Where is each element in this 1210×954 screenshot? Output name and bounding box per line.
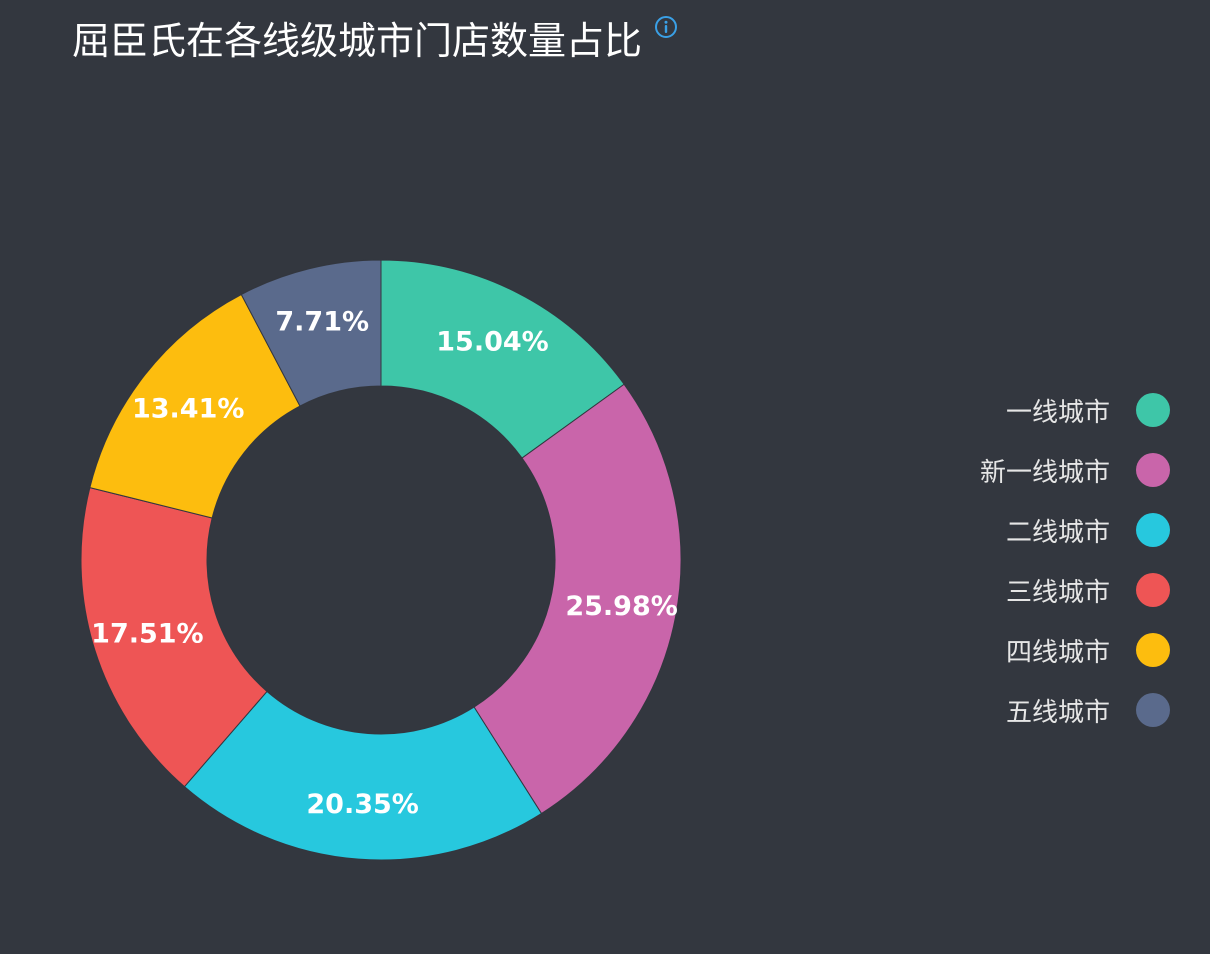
info-icon[interactable] — [654, 15, 678, 39]
legend-label: 三线城市 — [1005, 577, 1110, 608]
legend-label: 四线城市 — [1005, 637, 1110, 668]
legend-dot-icon — [1136, 513, 1170, 547]
legend-item-6[interactable]: 五线城市 — [850, 680, 1170, 740]
legend-item-5[interactable]: 四线城市 — [850, 620, 1170, 680]
legend-dot-icon — [1136, 633, 1170, 667]
slice-6[interactable] — [240, 259, 382, 407]
legend-label: 五线城市 — [1005, 697, 1110, 728]
legend-item-4[interactable]: 三线城市 — [850, 560, 1170, 620]
legend-label: 二线城市 — [1005, 517, 1110, 548]
slice-label-4: 17.51% — [91, 618, 203, 649]
slice-label-6: 7.71% — [275, 307, 369, 338]
chart-title: 屈臣氏在各线级城市门店数量占比 — [72, 19, 643, 63]
legend-item-3[interactable]: 二线城市 — [850, 500, 1170, 560]
slice-label-2: 25.98% — [565, 591, 677, 622]
legend-label: 一线城市 — [1005, 397, 1110, 428]
slice-1[interactable] — [380, 259, 625, 459]
legend-dot-icon — [1136, 453, 1170, 487]
legend-item-2[interactable]: 新一线城市 — [850, 440, 1170, 500]
slice-2[interactable] — [473, 383, 682, 815]
slice-3[interactable] — [183, 690, 543, 861]
legend: 一线城市新一线城市二线城市三线城市四线城市五线城市 — [850, 380, 1170, 740]
legend-label: 新一线城市 — [979, 457, 1110, 488]
legend-item-1[interactable]: 一线城市 — [850, 380, 1170, 440]
slice-label-3: 20.35% — [306, 789, 418, 820]
slice-label-5: 13.41% — [132, 393, 244, 424]
slice-4[interactable] — [80, 486, 268, 788]
legend-dot-icon — [1136, 573, 1170, 607]
legend-dot-icon — [1136, 393, 1170, 427]
legend-dot-icon — [1136, 693, 1170, 727]
slice-label-1: 15.04% — [436, 326, 548, 357]
